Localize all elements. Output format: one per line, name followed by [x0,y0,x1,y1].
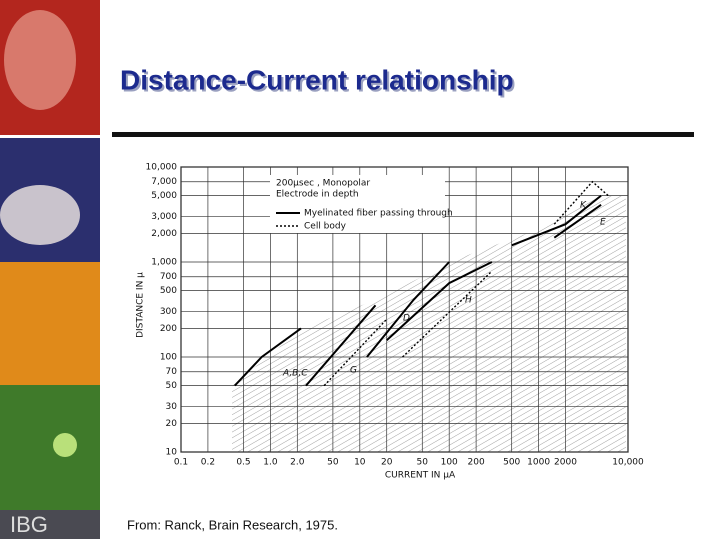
logo: IBG [10,512,48,537]
x-tick-label: 0.2 [201,458,215,468]
y-tick-label: 10,000 [146,163,178,173]
x-axis-label: CURRENT IN μA [385,471,456,481]
y-tick-label: 7,000 [151,177,177,187]
x-tick-label: 500 [503,458,520,468]
y-tick-label: 1,000 [151,258,177,268]
y-tick-label: 300 [160,307,177,317]
image-orange [0,262,100,385]
y-tick-label: 3,000 [151,212,177,222]
note: 200μsec , Monopolar [276,179,370,189]
x-tick-label: 1.0 [263,458,278,468]
curve-label: H [465,296,472,306]
y-tick-label: 200 [160,324,177,334]
legend-bg [270,175,445,233]
x-tick-label: 200 [468,458,485,468]
y-tick-label: 50 [166,381,178,391]
curve-label: G [350,366,357,376]
image-figure [4,10,76,110]
x-tick-label: 0.1 [174,458,188,468]
note: Electrode in depth [276,190,359,200]
title: Distance-Current relationship [120,64,514,95]
title-shadow: Distance-Current relationship [122,66,516,97]
y-tick-label: 30 [166,402,178,412]
x-tick-label: 10,000 [612,458,644,468]
x-tick-label: 2000 [554,458,577,468]
image-green [0,385,100,510]
legend-label: Myelinated fiber passing through [304,209,453,219]
series-line [234,194,602,387]
x-tick-label: 100 [441,458,458,468]
y-tick-label: 2,000 [151,229,177,239]
y-tick-label: 20 [166,419,178,429]
series-line [323,180,609,387]
hatched-area [232,195,626,452]
x-tick-label: 50 [327,458,339,468]
image-neuron [53,433,77,457]
y-tick-label: 500 [160,286,177,296]
y-tick-label: 100 [160,353,177,363]
curve-label: A,B,C [282,369,308,379]
title-rule [112,132,694,137]
x-tick-label: 10 [354,458,366,468]
curve-label: K [580,201,587,211]
y-tick-label: 700 [160,272,177,282]
x-tick-label: 0.5 [236,458,250,468]
legend-label: Cell body [304,222,347,232]
y-tick-label: 10 [166,448,178,458]
curve-label: D [403,314,410,324]
y-tick-label: 5,000 [151,191,177,201]
x-tick-label: 20 [381,458,393,468]
x-tick-label: 50 [417,458,429,468]
y-axis-label: DISTANCE IN μ [136,272,146,338]
x-tick-label: 2.0 [290,458,305,468]
y-tick-label: 70 [166,367,178,377]
image-brain [0,185,80,245]
x-tick-label: 1000 [527,458,550,468]
source: From: Ranck, Brain Research, 1975. [127,517,338,532]
curve-label: E [600,218,606,228]
logo-bg [0,510,100,539]
